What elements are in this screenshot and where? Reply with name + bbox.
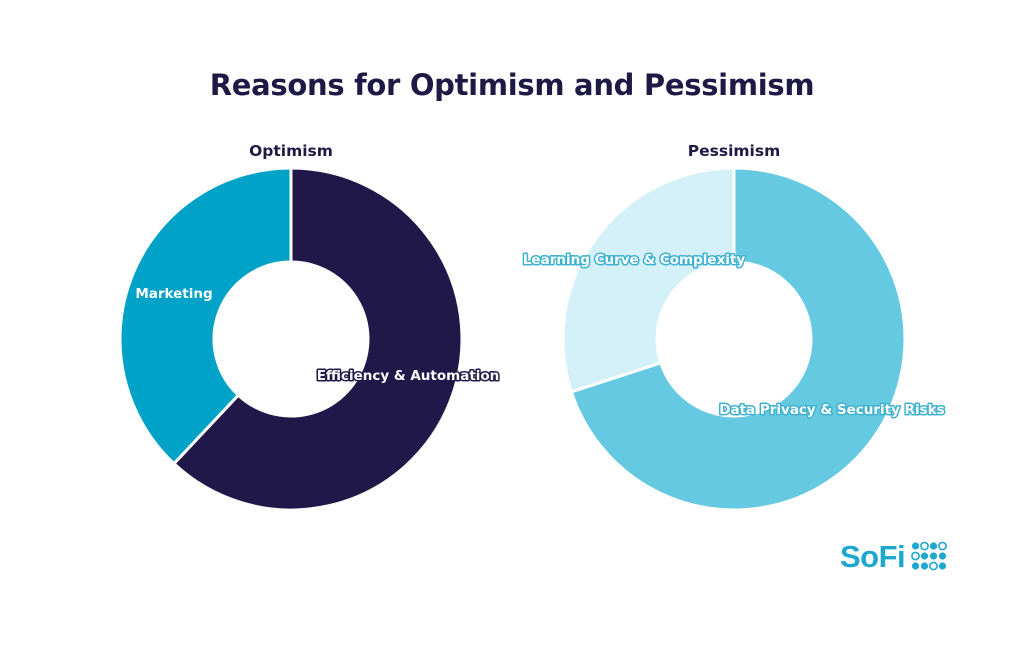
sofi-logo: SoFi [840,538,948,574]
slice-label-efficiency-and-automation: Efficiency & Automation [317,368,500,384]
logo-dot [921,552,929,560]
chart-title: Reasons for Optimism and Pessimism [209,68,815,102]
logo-dot [930,542,938,550]
logo-dot [920,541,930,551]
logo-dot [939,552,947,560]
slice-label-data-privacy-and-security-risks: Data Privacy & Security Risks [719,402,944,418]
logo-dot [912,542,920,550]
logo-text: SoFi [840,538,906,574]
donut-chart-pessimism: Pessimism Data Privacy & Security Risks Le… [521,142,946,512]
logo-dot [930,552,938,560]
logo-dot [921,562,929,570]
logo-dot [911,551,921,561]
donut-chart-optimism: Optimism Efficiency & Automation Marketing [118,142,501,512]
slice-marketing [118,166,293,466]
slice-data-privacy-and-security-risks [569,166,907,512]
logo-dot [938,541,948,551]
donut-title-optimism: Optimism [249,142,333,160]
logo-dot [929,561,939,571]
slice-label-learning-curve-and-complexity: Learning Curve & Complexity [523,252,746,268]
slice-efficiency-and-automation [172,166,464,512]
logo-dot [912,562,920,570]
sofi-dot-grid-icon [911,541,948,571]
slice-learning-curve-and-complexity [561,166,736,394]
slice-label-marketing: Marketing [135,286,212,302]
donut-title-pessimism: Pessimism [688,142,780,160]
logo-dot [939,562,947,570]
